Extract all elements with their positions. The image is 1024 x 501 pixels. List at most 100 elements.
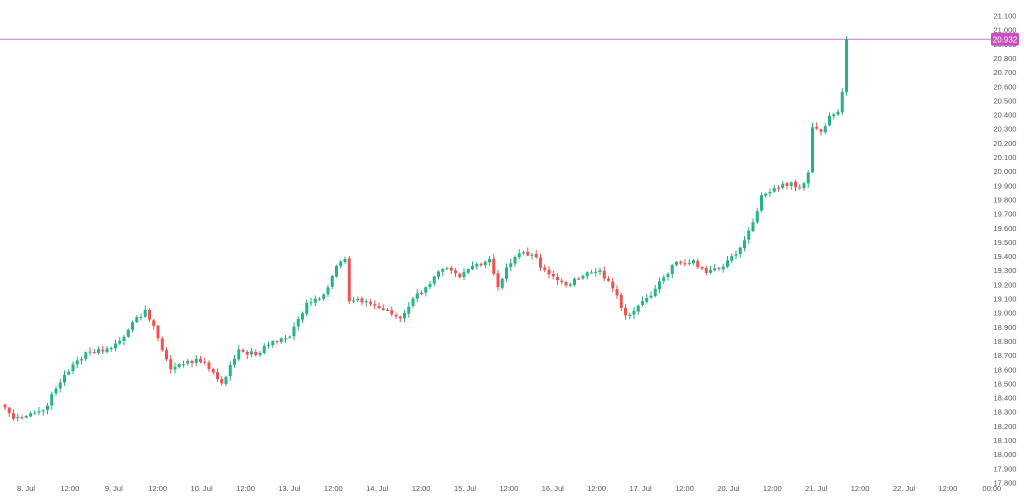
candle-body — [636, 305, 640, 312]
candle-body — [500, 278, 504, 288]
x-tick-label: 12:00 — [587, 484, 606, 493]
candle-body — [241, 349, 245, 352]
y-tick-label: 20.100 — [994, 153, 1017, 162]
y-tick-label: 19.600 — [994, 224, 1017, 233]
candle-body — [607, 278, 610, 281]
candle-body — [169, 359, 173, 370]
candle-body — [216, 372, 219, 380]
candle-body — [445, 268, 449, 270]
y-tick-label: 19.800 — [994, 195, 1017, 204]
candle-body — [105, 348, 109, 353]
candle-body — [428, 283, 432, 288]
candle-body — [54, 388, 58, 394]
candle-body — [670, 265, 674, 275]
candle-body — [343, 258, 347, 262]
candle-body — [530, 254, 534, 256]
candle-body — [292, 326, 296, 337]
y-tick-label: 19.500 — [994, 238, 1017, 247]
candle-body — [63, 374, 66, 383]
x-tick-label: 12:00 — [500, 484, 519, 493]
candle-body — [386, 309, 389, 311]
candle-body — [7, 407, 11, 414]
candle-body — [233, 358, 236, 365]
candle-body — [390, 310, 394, 315]
y-tick-label: 19.400 — [994, 252, 1017, 261]
candle-body — [611, 281, 615, 289]
candle-body — [109, 348, 113, 350]
y-tick-label: 20.000 — [994, 167, 1017, 176]
candle-body — [551, 273, 555, 277]
candle-body — [458, 273, 462, 278]
candle-body — [173, 366, 177, 370]
candle-body — [377, 306, 381, 309]
candle-body — [760, 195, 763, 211]
candle-body — [403, 313, 406, 319]
candle-body — [734, 254, 738, 256]
candle-body — [67, 371, 71, 375]
x-tick-label: 12:00 — [412, 484, 431, 493]
x-tick-label: 17. Jul — [630, 484, 652, 493]
y-tick-label: 21.100 — [994, 12, 1017, 21]
candle-body — [407, 306, 411, 314]
candle-body — [296, 318, 300, 327]
candle-body — [381, 308, 385, 310]
candle-body — [692, 260, 695, 264]
candle-body — [186, 360, 190, 364]
candle-body — [182, 364, 185, 366]
x-tick-label: 14. Jul — [366, 484, 388, 493]
candle-body — [271, 340, 275, 346]
candle-body — [262, 345, 266, 354]
candle-body — [483, 261, 487, 266]
y-tick-label: 20.200 — [994, 139, 1017, 148]
candle-body — [254, 351, 258, 356]
candle-body — [71, 364, 75, 371]
candle-body — [330, 275, 334, 287]
candle-body — [50, 394, 54, 406]
candle-body — [462, 272, 466, 277]
candle-body — [794, 181, 797, 188]
candle-body — [781, 183, 785, 189]
candle-body — [352, 300, 355, 302]
y-tick-label: 18.600 — [994, 365, 1017, 374]
candle-body — [679, 261, 683, 264]
candle-body — [721, 266, 725, 270]
y-tick-label: 18.100 — [994, 436, 1017, 445]
candle-body — [624, 307, 627, 316]
candle-body — [16, 417, 20, 419]
candle-body — [148, 309, 151, 320]
candle-body — [726, 260, 729, 267]
candle-body — [29, 413, 32, 417]
x-tick-label: 12:00 — [851, 484, 870, 493]
candle-body — [160, 338, 164, 351]
candle-body — [662, 277, 666, 281]
y-tick-label: 19.200 — [994, 280, 1017, 289]
x-tick-label: 13. Jul — [278, 484, 300, 493]
current-price-tag: 20.932 — [991, 32, 1019, 46]
y-tick-label: 19.900 — [994, 181, 1017, 190]
y-tick-label: 17.800 — [994, 479, 1017, 488]
candle-body — [717, 267, 721, 269]
candle-body — [322, 294, 326, 299]
candle-body — [522, 252, 525, 254]
candle-body — [139, 316, 143, 318]
y-tick-label: 20.700 — [994, 68, 1017, 77]
candle-body — [305, 302, 309, 314]
candle-body — [126, 329, 130, 337]
y-axis[interactable]: 17.800 17.900 18.000 18.100 18.200 18.300 18.4… — [994, 12, 1017, 488]
y-tick-label: 20.800 — [994, 54, 1017, 63]
x-tick-label: 20. Jul — [717, 484, 739, 493]
x-axis[interactable]: 8. Jul 12:00 9. Jul 12:00 10. Jul 12:00 13. Ju… — [17, 484, 1001, 493]
candle-body — [20, 417, 24, 419]
candle-body — [224, 376, 228, 385]
candle-body — [815, 126, 819, 129]
y-tick-label: 17.900 — [994, 464, 1017, 473]
x-tick-label: 15. Jul — [454, 484, 476, 493]
x-tick-label: 9. Jul — [105, 484, 123, 493]
candle-body — [713, 268, 717, 271]
candle-body — [24, 416, 28, 418]
candle-body — [165, 349, 168, 360]
candle-body — [534, 253, 538, 258]
candle-body — [3, 404, 7, 408]
